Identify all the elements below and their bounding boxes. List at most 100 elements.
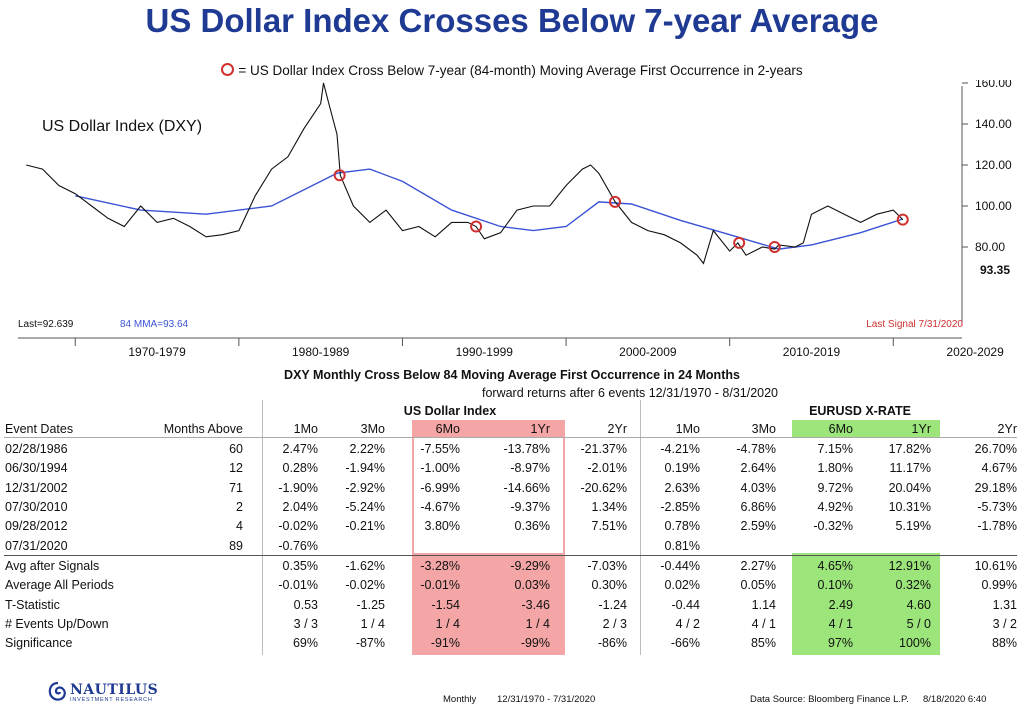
table-cell: 2.63%: [664, 480, 700, 495]
table-cell: -4.67%: [420, 499, 460, 514]
table-cell: -0.01%: [420, 578, 460, 593]
y-tick-label: 140.00: [975, 117, 1012, 131]
table-cell: 5 / 0: [906, 616, 931, 631]
table-cell: 69%: [292, 636, 318, 651]
table-cell: -1.62%: [345, 559, 385, 573]
table-cell: -66%: [670, 636, 700, 651]
last-signal-label: Last Signal 7/31/2020: [866, 319, 963, 330]
table-cell: 1.80%: [817, 461, 853, 476]
table-cell: 5.19%: [895, 519, 931, 534]
table-divider: [262, 400, 263, 655]
column-header: Months Above: [163, 422, 243, 436]
column-header: 6Mo: [828, 422, 853, 436]
table-divider: [4, 555, 1017, 556]
row-label: 09/28/2012: [5, 519, 68, 534]
x-tick-label: 2000-2009: [619, 345, 677, 359]
signal-legend: = US Dollar Index Cross Below 7-year (84…: [0, 63, 1024, 78]
highlight-band-dxy-left: [412, 438, 414, 553]
table-subtitle: forward returns after 6 events 12/31/197…: [481, 386, 779, 400]
table-cell: 4: [236, 519, 243, 534]
chart-title: US Dollar Index (DXY): [42, 118, 202, 135]
table-cell: -13.78%: [503, 442, 550, 456]
table-cell: 2.04%: [282, 499, 318, 514]
table-cell: 100%: [899, 636, 931, 651]
footer-timestamp: 8/18/2020 6:40: [923, 694, 987, 705]
table-divider: [4, 437, 1017, 438]
column-header: Event Dates: [5, 422, 74, 436]
table-cell: -0.02%: [345, 578, 385, 593]
row-label: 07/30/2010: [5, 499, 68, 514]
highlight-band-eur-summary: [792, 553, 940, 655]
table-cell: 1.14: [751, 597, 776, 612]
group-header-dxy: US Dollar Index: [403, 404, 497, 418]
table-title: DXY Monthly Cross Below 84 Moving Averag…: [284, 368, 740, 382]
table-cell: 88%: [991, 636, 1017, 651]
table-cell: -20.62%: [580, 480, 627, 495]
table-cell: 4.03%: [740, 480, 776, 495]
table-cell: 0.30%: [591, 578, 627, 593]
page-title: US Dollar Index Crosses Below 7-year Ave…: [145, 2, 879, 39]
table-cell: -2.01%: [587, 461, 627, 476]
table-cell: 1.31: [992, 597, 1017, 612]
table-cell: 0.02%: [664, 578, 700, 593]
highlight-band-dxy-summary: [412, 553, 565, 655]
table-cell: 1.34%: [591, 499, 627, 514]
row-label: # Events Up/Down: [5, 616, 109, 631]
table-cell: 3 / 2: [992, 616, 1017, 631]
table-cell: 10.31%: [888, 499, 931, 514]
table-cell: 12: [229, 461, 243, 476]
y-tick-label: 100.00: [975, 199, 1012, 213]
highlight-band-eur-header: [792, 420, 940, 438]
table-cell: 0.78%: [664, 519, 700, 534]
signal-marker: [333, 169, 346, 182]
table-cell: 0.05%: [740, 578, 776, 593]
column-header: 3Mo: [360, 422, 385, 436]
highlight-band-dxy-header: [412, 420, 565, 438]
table-cell: 4 / 1: [828, 616, 853, 631]
table-cell: -1.00%: [420, 461, 460, 476]
signal-marker: [608, 195, 621, 208]
mma-label: 84 MMA=93.64: [120, 319, 189, 330]
table-cell: 9.72%: [817, 480, 853, 495]
table-cell: 0.53: [293, 597, 318, 612]
table-cell: 2: [236, 499, 243, 514]
table-cell: 29.18%: [974, 480, 1017, 495]
column-header: 1Yr: [911, 422, 931, 436]
table-cell: -7.55%: [420, 442, 460, 456]
highlight-band-dxy-right: [563, 438, 565, 553]
table-cell: 1 / 4: [525, 616, 550, 631]
row-label: T-Statistic: [5, 597, 60, 612]
table-cell: 2.27%: [740, 559, 776, 573]
footer-frequency: Monthly: [443, 694, 477, 705]
table-cell: -1.90%: [278, 480, 318, 495]
table-cell: 4.60: [906, 597, 931, 612]
table-cell: -3.28%: [420, 559, 460, 573]
table-cell: 2.59%: [740, 519, 776, 534]
signal-legend-text: = US Dollar Index Cross Below 7-year (84…: [238, 63, 803, 78]
table-cell: 97%: [827, 636, 853, 651]
table-cell: 17.82%: [888, 442, 931, 456]
table-cell: 26.70%: [974, 442, 1017, 456]
table-cell: -4.78%: [736, 442, 776, 456]
table-cell: 85%: [750, 636, 776, 651]
table-cell: 4 / 1: [751, 616, 776, 631]
table-cell: -1.25: [356, 597, 386, 612]
table-cell: -1.54: [431, 597, 461, 612]
y-tick-label: 120.00: [975, 158, 1012, 172]
table-cell: -91%: [430, 636, 460, 651]
table-cell: 71: [229, 480, 243, 495]
table-cell: -86%: [597, 636, 627, 651]
table-cell: 0.19%: [664, 461, 700, 476]
logo-subtitle: INVESTMENT RESEARCH: [70, 697, 153, 703]
column-header: 6Mo: [435, 422, 460, 436]
table-cell: 2.47%: [282, 442, 318, 456]
table-cell: -0.32%: [813, 519, 853, 534]
column-header: 2Yr: [997, 422, 1017, 436]
column-header: 2Yr: [607, 422, 627, 436]
row-label: Average All Periods: [5, 578, 114, 593]
y-tick-label: 160.00: [975, 80, 1012, 90]
table-cell: 0.81%: [664, 538, 700, 553]
group-header-eurusd: EURUSD X-RATE: [809, 404, 911, 418]
table-cell: -0.44: [671, 597, 701, 612]
table-cell: 1 / 4: [435, 616, 460, 631]
